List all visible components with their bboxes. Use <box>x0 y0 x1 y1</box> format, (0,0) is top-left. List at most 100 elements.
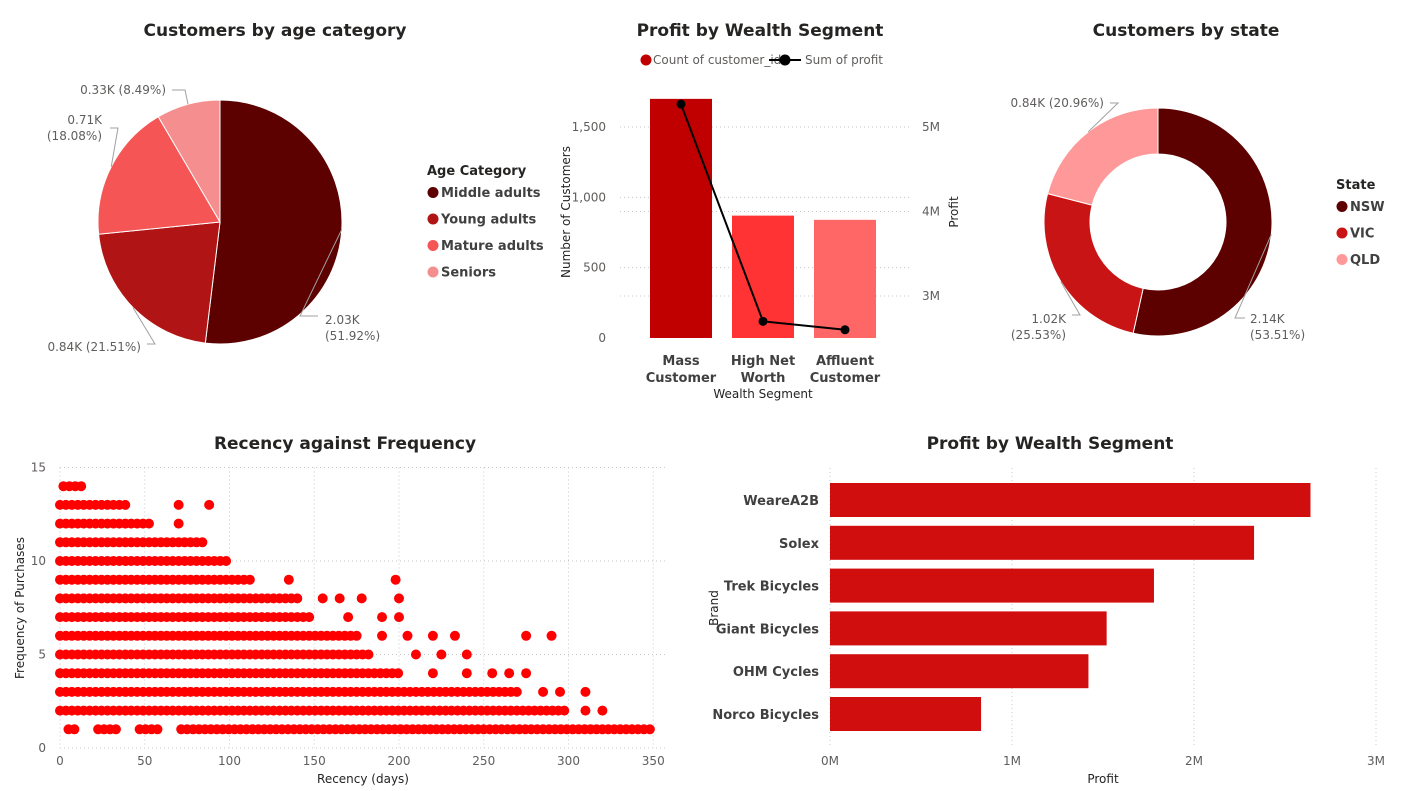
legend-marker <box>1336 254 1348 265</box>
data-label-pct: (53.51%) <box>1250 328 1305 342</box>
pie-slice <box>1046 107 1159 206</box>
scatter-point <box>152 724 163 735</box>
brand-bar-chart: Profit by Wealth Segment 0M 1M 2M 3M Profit Br… <box>707 434 1385 786</box>
brand-bar <box>830 525 1255 560</box>
scatter-point <box>538 686 549 697</box>
scatter-point <box>377 630 388 641</box>
leader-line <box>1234 234 1272 319</box>
chart-title: Recency against Frequency <box>214 434 476 454</box>
x-tick-label: 2M <box>1185 754 1203 768</box>
scatter-point <box>580 705 591 716</box>
scatter-point <box>521 668 532 679</box>
data-label: 0.84K (21.51%) <box>47 340 141 354</box>
bar-count <box>814 219 876 338</box>
scatter-point <box>555 686 566 697</box>
scatter-point <box>143 518 154 529</box>
legend-marker-profit <box>779 54 791 66</box>
y-tick-label: Giant Bicycles <box>716 622 819 637</box>
chart-title: Customers by state <box>1093 21 1280 41</box>
age-pie-chart: Customers by age category 2.03K (51.92%) 0.… <box>47 21 544 354</box>
scatter-point <box>436 649 447 660</box>
brand-bar <box>830 611 1107 646</box>
wealth-segment-combo-chart: Profit by Wealth Segment Count of custome… <box>559 21 961 401</box>
legend-marker <box>427 240 439 251</box>
x-tick-label: 150 <box>303 754 326 768</box>
y-tick-label: OHM Cycles <box>733 665 819 680</box>
y-tick-label: WeareA2B <box>743 494 819 509</box>
y-tick-label: 5 <box>38 648 46 662</box>
data-label-pct: (25.53%) <box>1011 328 1066 342</box>
scatter-point <box>317 593 328 604</box>
scatter-point <box>377 612 388 623</box>
y-tick-label: 15 <box>31 461 46 475</box>
scatter-point <box>461 668 472 679</box>
x-tick-label: High Net <box>731 354 795 369</box>
x-tick-label: 0M <box>821 754 839 768</box>
profit-point <box>758 316 768 326</box>
x-tick-label: Customer <box>810 371 881 386</box>
legend-marker <box>1336 227 1348 239</box>
y-tick-label: 1,500 <box>572 120 606 134</box>
scatter-point <box>511 686 522 697</box>
scatter-point <box>410 649 421 660</box>
x-axis-title: Profit <box>1087 772 1119 786</box>
data-label: 2.14K <box>1250 312 1286 326</box>
chart-title: Customers by age category <box>144 21 407 41</box>
leader-line <box>299 229 343 317</box>
scatter-point <box>356 593 367 604</box>
scatter-point <box>427 668 438 679</box>
y-tick-label: 10 <box>31 554 46 568</box>
x-tick-label: 3M <box>1367 754 1385 768</box>
scatter-point <box>644 724 655 735</box>
leader-line <box>132 307 156 345</box>
legend-item: Count of customer_id <box>653 53 781 67</box>
bar-count <box>650 98 712 338</box>
legend-item: VIC <box>1350 227 1374 242</box>
x-tick-label: Customer <box>646 371 717 386</box>
y2-tick-label: 5M <box>922 120 940 134</box>
legend-item: Young adults <box>440 213 536 228</box>
x-tick-label: 200 <box>388 754 411 768</box>
scatter-point <box>402 630 413 641</box>
data-label-pct: (18.08%) <box>47 129 102 143</box>
data-label-pct: (51.92%) <box>325 329 380 343</box>
y-tick-label: Solex <box>779 537 820 552</box>
scatter-point <box>283 574 294 585</box>
y-tick-label: Trek Bicycles <box>724 580 819 595</box>
x-tick-label: 250 <box>472 754 495 768</box>
brand-bar <box>830 697 982 731</box>
y-tick-label: Norco Bicycles <box>712 708 819 723</box>
scatter-point <box>221 556 232 566</box>
scatter-point <box>546 630 557 641</box>
scatter-point <box>504 668 515 679</box>
y-tick-label: 500 <box>583 261 606 275</box>
pie-slice <box>157 99 221 224</box>
scatter-point <box>244 574 255 585</box>
x-tick-label: 350 <box>642 754 665 768</box>
leader-line <box>1060 281 1081 316</box>
pie-slice <box>98 221 221 344</box>
profit-point <box>840 325 850 335</box>
legend-marker <box>427 266 439 278</box>
scatter-point <box>292 593 303 604</box>
x-tick-label: Mass <box>662 354 699 369</box>
data-label: 1.02K <box>1031 312 1067 326</box>
scatter-point <box>173 518 184 529</box>
legend-title: State <box>1336 178 1376 193</box>
y-tick-label: 0 <box>598 331 606 345</box>
scatter-point <box>390 574 401 585</box>
y-axis-title: Frequency of Purchases <box>13 537 27 679</box>
scatter-point <box>597 705 608 716</box>
x-tick-label: 0 <box>56 754 64 768</box>
scatter-point <box>173 499 184 510</box>
x-axis-title: Wealth Segment <box>713 387 813 401</box>
x-tick-label: 300 <box>557 754 580 768</box>
scatter-point <box>449 630 460 641</box>
data-label: 2.03K <box>325 313 361 327</box>
data-label: 0.84K (20.96%) <box>1010 96 1104 110</box>
leader-line <box>110 127 119 167</box>
scatter-point <box>204 499 215 510</box>
legend-item: Sum of profit <box>805 53 883 67</box>
